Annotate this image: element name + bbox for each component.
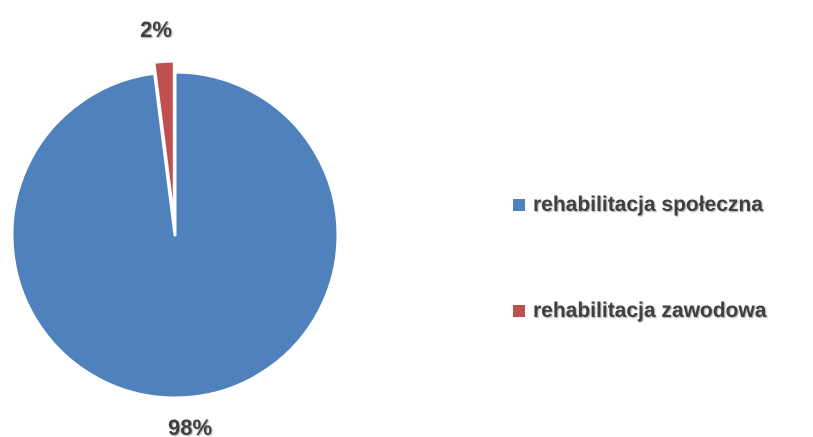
data-label-rehabilitacja-zawodowa: 2%: [140, 17, 172, 42]
legend-label-rehabilitacja-spoleczna: rehabilitacja społeczna: [533, 193, 763, 216]
data-label-rehabilitacja-spoleczna: 98%: [168, 415, 212, 437]
data-labels: 98% 2%: [140, 17, 212, 437]
pie-slice-rehabilitacja-zawodowa: [152, 59, 176, 226]
legend: rehabilitacja społeczna rehabilitacja zaw…: [513, 193, 767, 322]
legend-swatch-rehabilitacja-spoleczna: [513, 199, 525, 211]
legend-swatch-rehabilitacja-zawodowa: [513, 305, 525, 317]
pie-slices: [10, 59, 340, 400]
pie-slice-rehabilitacja-spoleczna: [10, 70, 340, 400]
legend-label-rehabilitacja-zawodowa: rehabilitacja zawodowa: [533, 299, 767, 322]
